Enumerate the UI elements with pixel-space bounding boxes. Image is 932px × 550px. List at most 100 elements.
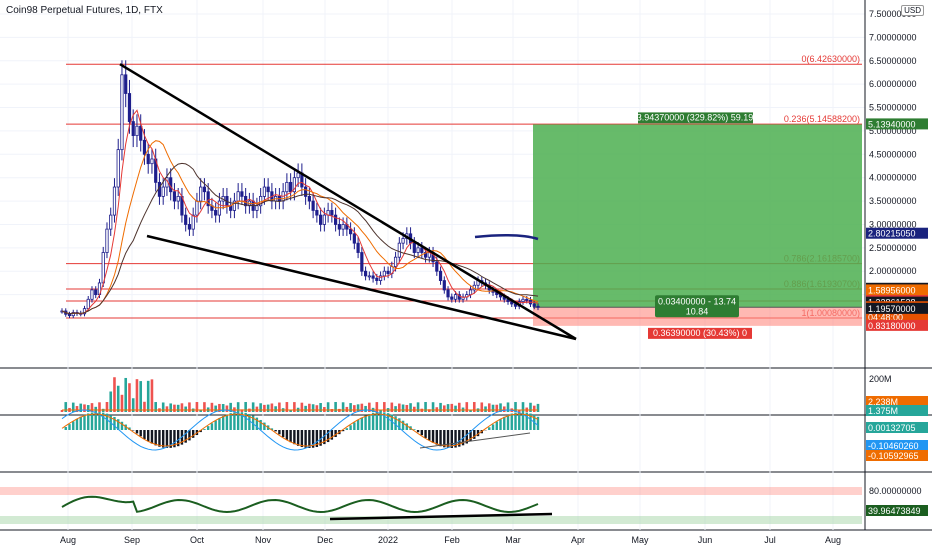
price-tags: 5.139400002.802150501.624733181.58956000… xyxy=(866,118,928,516)
candle-body xyxy=(532,303,536,307)
candle-body xyxy=(172,191,177,202)
candle-body xyxy=(292,177,296,193)
macd-histogram-bar xyxy=(90,412,94,430)
macd-histogram-bar xyxy=(244,412,247,430)
candle-body xyxy=(450,296,454,300)
profit-label: 3.94370000 (329.82%) 59.19 xyxy=(637,112,754,122)
volume-bar xyxy=(289,409,292,412)
rsi-tick-label: 80.00000000 xyxy=(869,486,922,496)
rsi-oversold-band xyxy=(0,516,862,524)
wedge-upper-line xyxy=(119,63,577,341)
macd-histogram-bar xyxy=(203,429,206,430)
indicator-tag-label: 39.96473849 xyxy=(868,506,921,516)
candle-body xyxy=(105,228,109,253)
volume-bar xyxy=(173,404,176,412)
volume-bar xyxy=(161,402,165,412)
volume-bar xyxy=(536,403,540,412)
position-zones: 3.94370000 (329.82%) 59.19 0.36390000 (30… xyxy=(533,112,862,339)
volume-bar xyxy=(300,402,304,412)
indicator-tag-box xyxy=(866,422,928,433)
macd-histogram-bar xyxy=(371,412,375,430)
currency-button[interactable]: USD xyxy=(901,5,924,16)
volume-bar xyxy=(120,394,124,412)
wedge-trendlines xyxy=(119,63,577,341)
macd-histogram-bar xyxy=(424,430,427,438)
volume-bar xyxy=(236,402,240,412)
volume-bar xyxy=(341,402,345,412)
volume-bar xyxy=(188,402,191,412)
price-tag-label: 2.80215050 xyxy=(868,229,916,239)
volume-bar xyxy=(326,402,330,412)
candle-body xyxy=(435,261,439,272)
candle-body xyxy=(468,289,473,296)
macd-histogram-bar xyxy=(413,429,416,430)
volume-bar xyxy=(165,406,169,412)
candle-body xyxy=(521,298,525,303)
macd-histogram-bar xyxy=(68,424,71,430)
volume-bar xyxy=(285,402,289,412)
macd-histogram-bar xyxy=(326,430,330,443)
macd-histogram-bar xyxy=(386,413,390,430)
volume-bar xyxy=(75,406,79,412)
rsi-overbought-band xyxy=(0,487,862,495)
candle-body xyxy=(378,275,383,281)
volume-bar xyxy=(368,402,371,412)
volume-bar xyxy=(454,405,457,412)
price-tick-label: 3.00000000 xyxy=(869,219,917,229)
macd-histogram-bar xyxy=(323,430,326,445)
volume-bar xyxy=(308,403,311,412)
price-tick-label: 5.50000000 xyxy=(869,103,917,113)
indicator-tag-box xyxy=(866,505,928,516)
volume-bar xyxy=(465,402,469,412)
macd-histogram-bar xyxy=(360,417,364,430)
macd-histogram-bar xyxy=(315,430,319,447)
macd-histogram-bar xyxy=(83,414,86,430)
volume-bar xyxy=(413,406,416,412)
macd-histogram-bar xyxy=(506,415,510,430)
volume-bar xyxy=(79,403,83,412)
macd-histogram-bar xyxy=(401,420,405,430)
macd-histogram-bar xyxy=(278,430,281,435)
macd-histogram-bar xyxy=(270,428,274,430)
macd-histogram-bar xyxy=(300,430,304,448)
macd-signal-line xyxy=(61,413,539,447)
time-axis[interactable]: Aug Sep Oct Nov Dec 2022 Feb Mar Apr May Jun Jul Aug xyxy=(60,535,841,545)
time-tick-label: Jun xyxy=(698,535,713,545)
candle-body xyxy=(112,186,117,216)
candle-body xyxy=(195,200,199,216)
volume-bar xyxy=(532,405,536,412)
macd-histogram-bar xyxy=(435,430,439,445)
macd-histogram-bar xyxy=(147,430,150,442)
volume-tick-label: 200M xyxy=(869,374,892,384)
macd-histogram-bar xyxy=(428,430,431,441)
volume-bar xyxy=(364,405,367,412)
macd-histogram-bar xyxy=(206,426,210,430)
candle-body xyxy=(341,224,345,230)
candle-body xyxy=(187,224,192,230)
time-tick-label: Oct xyxy=(190,535,205,545)
indicator-tag-box xyxy=(866,450,928,461)
time-tick-label: Mar xyxy=(505,535,521,545)
candle-body xyxy=(127,93,132,122)
candle-body xyxy=(150,158,154,165)
volume-bar xyxy=(424,402,427,412)
candle-body xyxy=(285,181,289,193)
time-tick-label: Apr xyxy=(571,535,585,545)
macd-histogram-bar xyxy=(184,430,187,443)
macd-histogram-bar xyxy=(210,423,214,430)
volume-bar xyxy=(379,409,382,412)
projection-line xyxy=(474,234,539,241)
volume-bar xyxy=(221,404,225,412)
volume-bar xyxy=(502,406,506,412)
price-tag-label: 5.13940000 xyxy=(868,119,916,129)
macd-histogram-bar xyxy=(398,418,401,430)
macd-histogram-bar xyxy=(218,418,221,430)
volume-bar xyxy=(195,402,199,412)
candle-body xyxy=(393,256,398,267)
volume-bar xyxy=(315,405,319,412)
volume-bar xyxy=(484,406,487,412)
macd-histogram-bar xyxy=(529,413,532,430)
time-tick-label: Feb xyxy=(444,535,460,545)
macd-histogram-bar xyxy=(240,412,244,430)
